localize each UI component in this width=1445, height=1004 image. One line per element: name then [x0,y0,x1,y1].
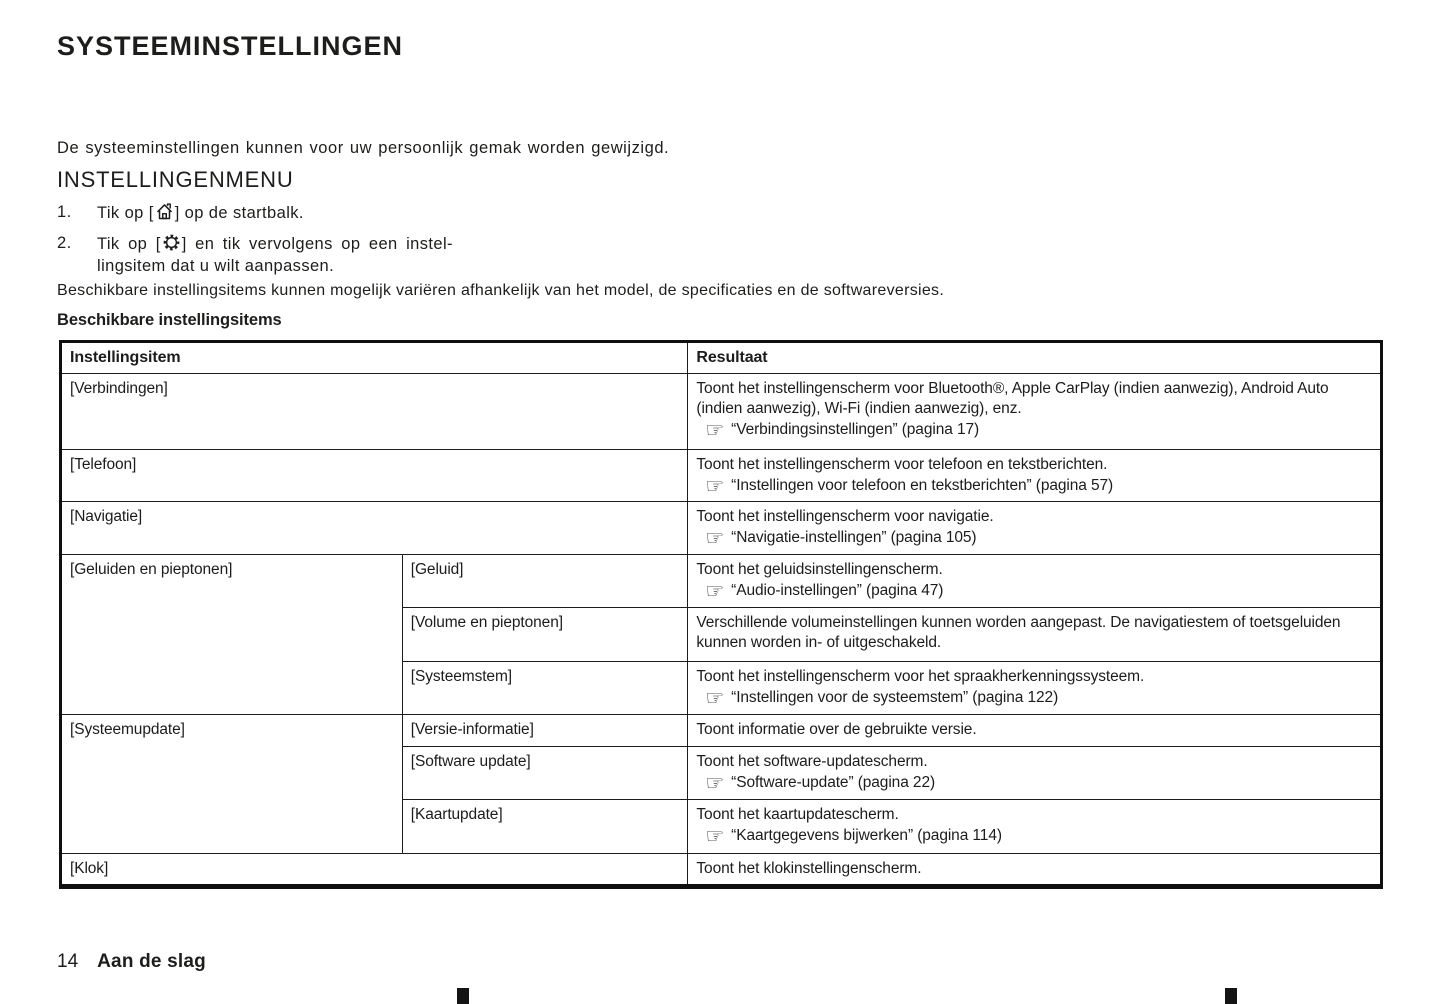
print-registration-mark [1225,988,1237,1004]
reference-text: “Instellingen voor de systeemstem” (pagi… [731,689,1059,706]
result-text: Toont het instellingenscherm voor naviga… [696,508,994,525]
page-reference: ☞ “Instellingen voor telefoon en tekstber… [705,474,1372,498]
pointing-hand-icon: ☞ [705,771,725,795]
table-cell-result: Toont het software-updatescherm. ☞ “Softw… [687,746,1382,800]
table-row: [Kaartupdate] Toont het kaartupdatescher… [61,799,1382,854]
table-cell-item: [Navigatie] [59,501,689,555]
step-text: Tik op [ ] en tik vervolgens op een inste… [97,232,482,277]
table-cell-group: [Systeemupdate] [60,714,403,854]
table-row: [Volume en pieptonen] Verschillende volu… [61,607,1382,662]
page-reference: ☞ “Instellingen voor de systeemstem” (pag… [705,686,1372,710]
result-text: Toont informatie over de gebruikte versi… [696,721,977,738]
result-text: Toont het software-updatescherm. [696,753,928,770]
reference-text: “Navigatie-instellingen” (pagina 105) [731,529,977,546]
result-text: Toont het kaartupdatescherm. [696,806,899,823]
table-row: [Systeemupdate] [Versie-informatie] Toon… [60,714,1382,854]
pointing-hand-icon: ☞ [705,526,725,550]
settings-table: Instellingsitem Resultaat [Verbindingen]… [59,340,1383,889]
table-cell-item: [Volume en pieptonen] [401,607,689,662]
pointing-hand-icon: ☞ [705,824,725,848]
result-text: Toont het instellingenscherm voor Blueto… [696,380,1329,417]
page-reference: ☞ “Software-update” (pagina 22) [705,771,1372,795]
reference-text: “Software-update” (pagina 22) [731,774,936,791]
table-cell-item: [Telefoon] [59,449,689,502]
table-row: [Systeemstem] Toont het instellingensche… [61,661,1382,715]
reference-text: “Kaartgegevens bijwerken” (pagina 114) [731,827,1002,844]
table-cell-group: [Geluiden en pieptonen] [60,554,403,715]
result-text: Toont het geluidsinstellingenscherm. [696,561,943,578]
table-cell-result: Toont het kaartupdatescherm. ☞ “Kaartgege… [687,799,1382,854]
pointing-hand-icon: ☞ [705,686,725,710]
instruction-list: 1. Tik op [ ] op de startbalk. 2. Tik op … [57,201,482,285]
table-cell-item: [Systeemstem] [401,661,689,715]
table-row: [Navigatie] Toont het instellingenscherm… [59,501,1382,555]
pointing-hand-icon: ☞ [705,579,725,603]
intro-text: De systeeminstellingen kunnen voor uw pe… [57,139,670,157]
table-header-row: Instellingsitem Resultaat [59,341,1382,374]
page-title: SYSTEEMINSTELLINGEN [57,31,404,61]
table-cell-item: [Versie-informatie] [401,714,689,747]
result-text: Verschillende volumeinstellingen kunnen … [696,614,1341,651]
table-cell-item: [Klok] [59,853,689,887]
result-text: Toont het instellingenscherm voor telefo… [696,456,1108,473]
page-reference: ☞ “Verbindingsinstellingen” (pagina 17) [705,418,1372,442]
footer-chapter-title: Aan de slag [97,951,206,972]
availability-note: Beschikbare instellingsitems kunnen moge… [57,282,945,299]
table-cell-item: [Kaartupdate] [401,799,689,854]
step-text-after: ] op de startbalk. [174,204,304,222]
step-text: Tik op [ ] op de startbalk. [97,201,482,224]
step-item-1: 1. Tik op [ ] op de startbalk. [57,201,482,224]
print-registration-mark [457,988,469,1004]
table-cell-result: Toont het instellingenscherm voor telefo… [687,449,1382,502]
page-reference: ☞ “Audio-instellingen” (pagina 47) [705,579,1372,603]
table-cell-result: Toont het instellingenscherm voor Blueto… [687,373,1382,450]
table-row: [Verbindingen] Toont het instellingensch… [59,373,1382,450]
home-icon [154,201,175,222]
table-header-resultaat: Resultaat [687,341,1382,374]
page-reference: ☞ “Navigatie-instellingen” (pagina 105) [705,526,1372,550]
table-row: [Klok] Toont het klokinstellingenscherm. [59,853,1382,887]
footer-page-number: 14 [57,951,79,972]
pointing-hand-icon: ☞ [705,418,725,442]
step-text-before: Tik op [ [97,204,154,222]
reference-text: “Verbindingsinstellingen” (pagina 17) [731,421,980,438]
table-cell-item: [Geluid] [401,554,689,608]
table-cell-item: [Software update] [401,746,689,800]
step-number: 1. [57,203,72,221]
step-text-after: ] en tik vervolgens op een instel- [181,235,453,253]
table-header-instellingsitem: Instellingsitem [59,341,689,374]
table-cell-result: Toont het instellingenscherm voor naviga… [687,501,1382,555]
table-cell-item: [Verbindingen] [59,373,689,450]
step-text-line2: lingsitem dat u wilt aanpassen. [97,257,335,275]
reference-text: “Instellingen voor telefoon en tekstberi… [731,477,1114,494]
table-row: [Telefoon] Toont het instellingenscherm … [59,449,1382,502]
page-reference: ☞ “Kaartgegevens bijwerken” (pagina 114) [705,824,1372,848]
result-text: Toont het klokinstellingenscherm. [696,860,922,877]
table-caption: Beschikbare instellingsitems [57,311,282,329]
table-row: [Software update] Toont het software-upd… [61,746,1382,800]
step-item-2: 2. Tik op [ ] en tik vervolgens op een in… [57,232,482,277]
result-text: Toont het instellingenscherm voor het sp… [696,668,1145,685]
reference-text: “Audio-instellingen” (pagina 47) [731,582,944,599]
table-cell-result: Toont het instellingenscherm voor het sp… [687,661,1382,715]
table-cell-result: Verschillende volumeinstellingen kunnen … [687,607,1382,662]
page-footer: 14 Aan de slag [57,951,206,973]
table-cell-result: Toont informatie over de gebruikte versi… [687,714,1382,747]
table-cell-result: Toont het geluidsinstellingenscherm. ☞ “A… [687,554,1382,608]
step-number: 2. [57,234,72,252]
step-text-line1: Tik op [ ] en tik vervolgens op een inste… [97,232,453,253]
section-heading: INSTELLINGENMENU [57,167,294,192]
gear-icon [161,232,182,253]
table-row: [Geluiden en pieptonen] [Geluid] Toont h… [60,554,1382,715]
table-cell-result: Toont het klokinstellingenscherm. [687,853,1382,887]
pointing-hand-icon: ☞ [705,474,725,498]
step-text-before: Tik op [ [97,235,161,253]
